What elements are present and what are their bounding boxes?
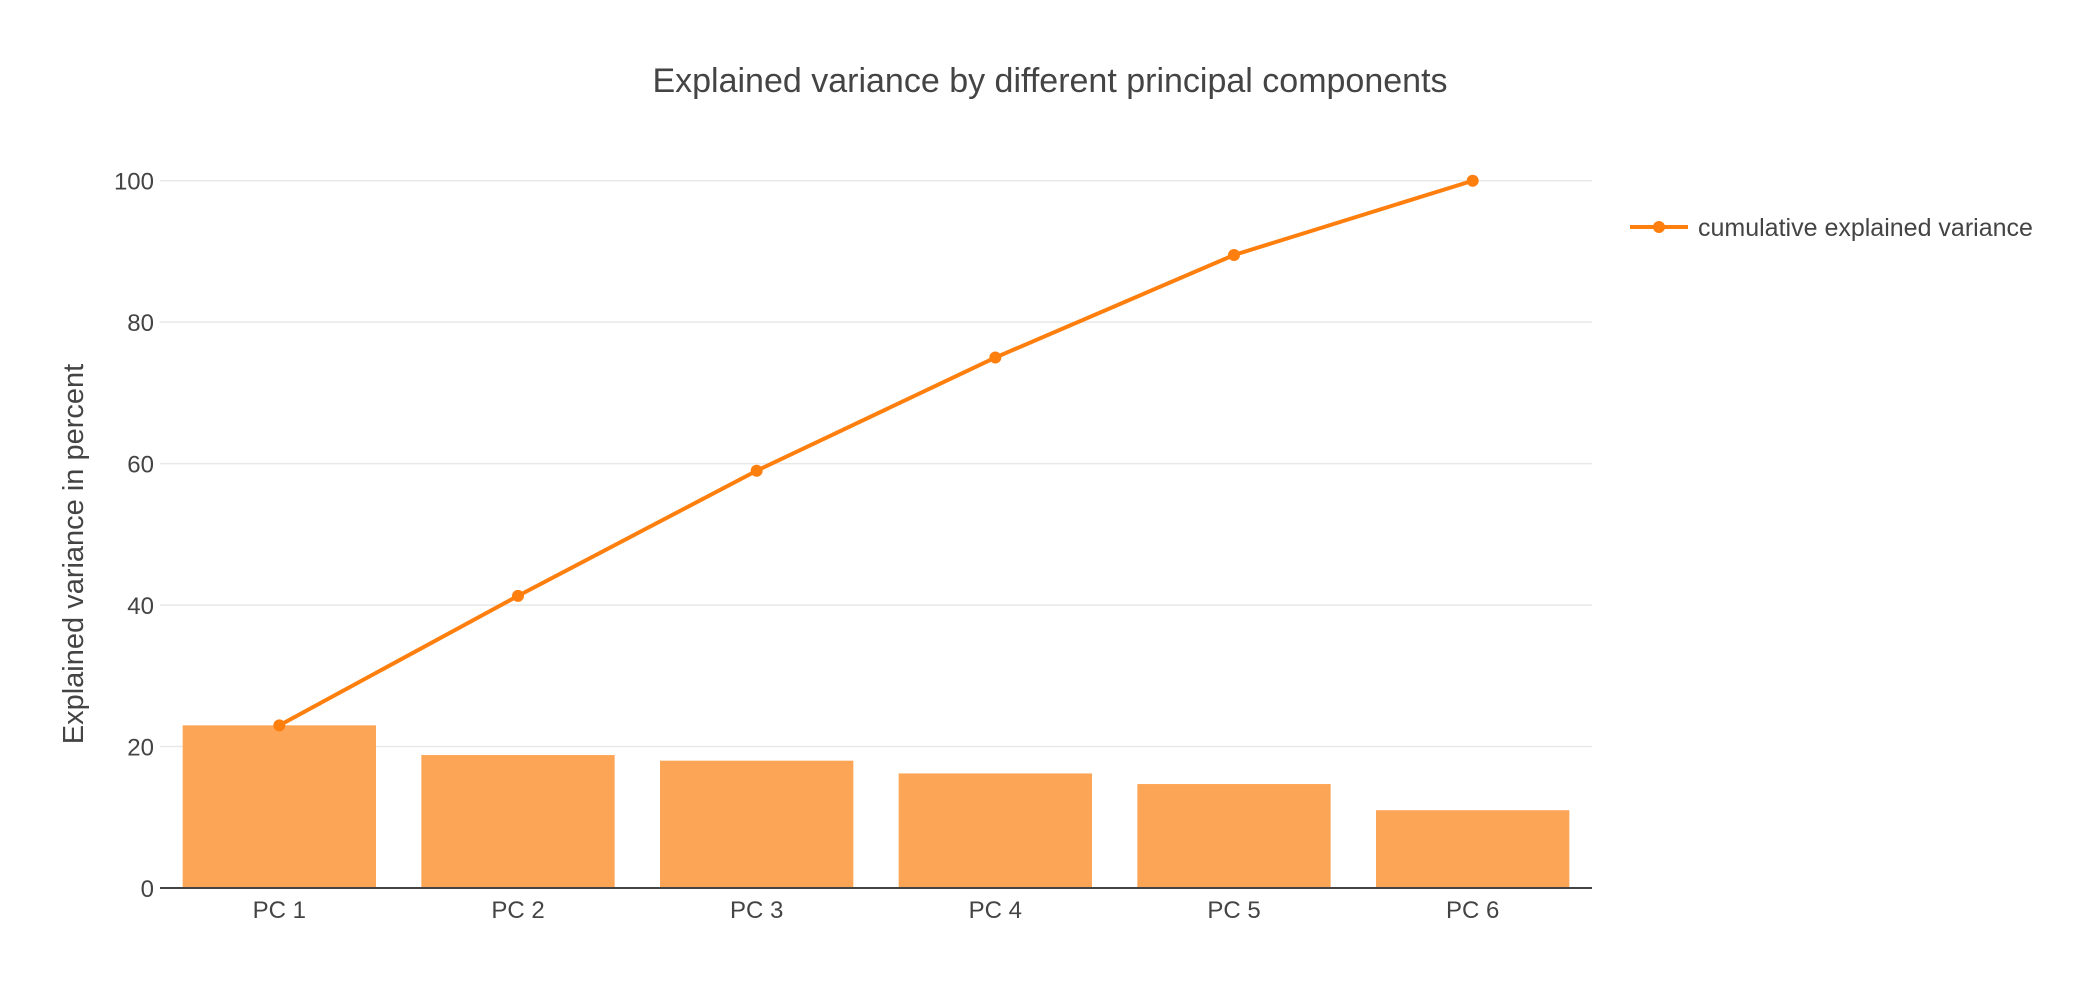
line-point[interactable] [1228, 248, 1240, 261]
y-axis-title: Explained variance in percent [58, 364, 90, 744]
x-tick-label: PC 3 [730, 897, 783, 924]
line-point[interactable] [273, 719, 286, 732]
bar[interactable] [660, 760, 854, 888]
gridlines [160, 179, 1592, 748]
line-point[interactable] [512, 589, 524, 602]
legend[interactable]: cumulative explained variance [1630, 214, 2033, 242]
line-point[interactable] [1466, 174, 1479, 187]
bar[interactable] [182, 725, 376, 888]
y-tick-label: 100 [114, 169, 154, 196]
y-tick-label: 0 [141, 876, 154, 903]
y-tick-labels: 0 20 40 60 80 100 [114, 169, 154, 903]
cumulative-line [278, 178, 1474, 728]
legend-marker [1653, 221, 1665, 233]
bar[interactable] [1137, 784, 1331, 888]
y-tick-label: 40 [127, 593, 154, 620]
x-tick-label: PC 1 [253, 897, 306, 924]
y-tick-label: 20 [127, 735, 154, 762]
y-tick-label: 60 [127, 452, 154, 479]
bar-series [182, 725, 1570, 888]
x-tick-label: PC 4 [969, 897, 1022, 924]
line-series [273, 174, 1479, 732]
x-tick-labels: PC 1 PC 2 PC 3 PC 4 PC 5 PC 6 [253, 897, 1500, 924]
y-tick-label: 80 [127, 310, 154, 337]
line-point[interactable] [750, 464, 763, 477]
bar[interactable] [1376, 810, 1570, 888]
x-tick-label: PC 5 [1207, 897, 1260, 924]
x-tick-label: PC 2 [491, 897, 544, 924]
bar[interactable] [421, 755, 615, 888]
bar[interactable] [898, 773, 1092, 888]
legend-label: cumulative explained variance [1698, 214, 2033, 242]
x-tick-label: PC 6 [1446, 897, 1499, 924]
line-point[interactable] [989, 351, 1002, 364]
chart-title: Explained variance by different principa… [652, 62, 1448, 100]
